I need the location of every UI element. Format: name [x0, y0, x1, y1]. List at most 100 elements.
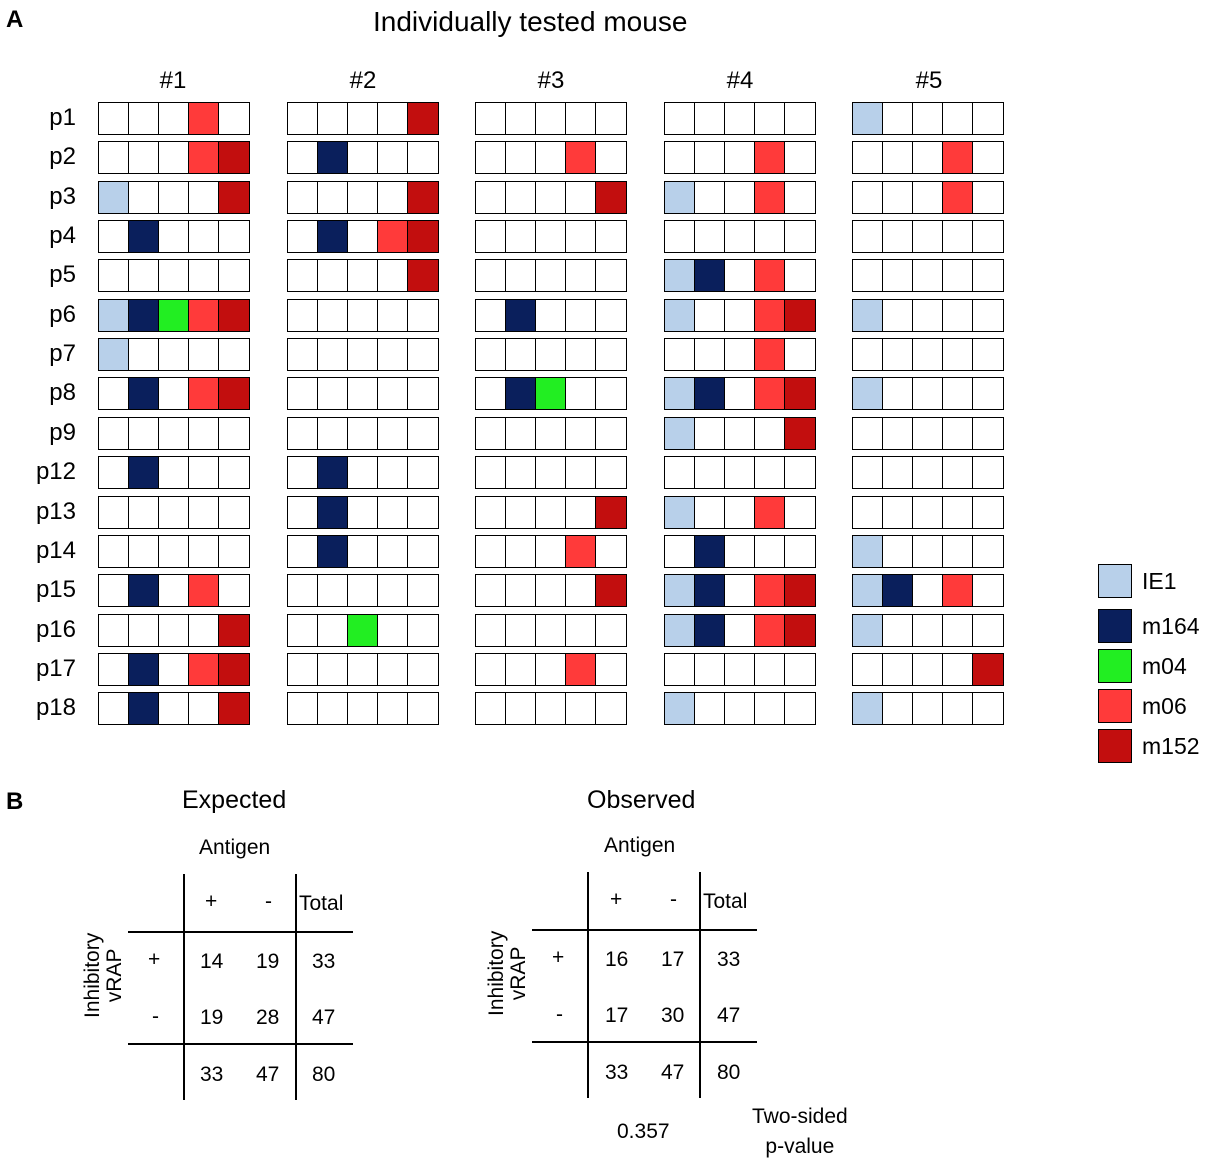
- grid-cell: [665, 535, 695, 567]
- grid-cell: [159, 221, 189, 253]
- grid-row-mouse4-p1: [664, 102, 816, 135]
- grid-cell: [943, 496, 973, 528]
- observed-cell: 17: [661, 948, 685, 971]
- grid-cell: [219, 378, 249, 410]
- grid-cell: [318, 535, 348, 567]
- grid-cell: [665, 693, 695, 725]
- grid-cell: [973, 417, 1003, 449]
- grid-cell: [665, 299, 695, 331]
- grid-cell: [408, 614, 438, 646]
- legend-label-m152: m152: [1142, 732, 1200, 759]
- grid-cell: [853, 535, 883, 567]
- grid-row-mouse2-p13: [287, 495, 439, 529]
- grid-row-mouse3-p14: [475, 534, 627, 568]
- legend-item-m06: m06: [1098, 689, 1187, 723]
- grid-row-mouse2-p5: [287, 259, 439, 293]
- grid-cell: [219, 260, 249, 292]
- grid-cell: [695, 457, 725, 489]
- grid-cell: [348, 103, 378, 134]
- grid-cell: [853, 653, 883, 685]
- grid-cell: [725, 221, 755, 253]
- grid-row-mouse1-p18: [98, 692, 250, 726]
- grid-cell: [785, 457, 815, 489]
- grid-cell: [348, 614, 378, 646]
- grid-cell: [596, 103, 626, 134]
- expected-cell: 47: [256, 1063, 280, 1086]
- panel-a-label: A: [6, 6, 24, 33]
- grid-cell: [99, 378, 129, 410]
- grid-cell: [348, 221, 378, 253]
- grid-cell: [348, 260, 378, 292]
- expected-cell: 28: [256, 1006, 280, 1029]
- grid-cell: [596, 260, 626, 292]
- grid-cell: [318, 614, 348, 646]
- grid-cell: [695, 614, 725, 646]
- observed-col-plus: +: [610, 888, 623, 911]
- grid-cell: [883, 457, 913, 489]
- grid-cell: [129, 535, 159, 567]
- grid-cell: [219, 299, 249, 331]
- grid-cell: [99, 535, 129, 567]
- grid-cell: [566, 457, 596, 489]
- grid-cell: [973, 221, 1003, 253]
- grid-cell: [378, 103, 408, 134]
- grid-cell: [506, 378, 536, 410]
- grid-cell: [219, 417, 249, 449]
- grid-cell: [665, 653, 695, 685]
- grid-cell: [973, 614, 1003, 646]
- grid-cell: [189, 496, 219, 528]
- grid-cell: [408, 417, 438, 449]
- peptide-label-p15: p15: [35, 576, 76, 604]
- grid-cell: [189, 614, 219, 646]
- grid-cell: [219, 614, 249, 646]
- grid-cell: [129, 417, 159, 449]
- observed-col-total: Total: [703, 890, 748, 913]
- grid-cell: [99, 221, 129, 253]
- grid-cell: [665, 181, 695, 213]
- grid-cell: [129, 575, 159, 607]
- grid-cell: [883, 614, 913, 646]
- legend-label-ie1: IE1: [1142, 567, 1177, 594]
- p-value-label: Two-sided p-value: [752, 1102, 848, 1162]
- grid-cell: [506, 339, 536, 371]
- grid-cell: [378, 457, 408, 489]
- expected-cell: 47: [312, 1006, 336, 1029]
- grid-row-mouse5-p9: [852, 416, 1004, 450]
- grid-row-mouse4-p6: [664, 298, 816, 332]
- legend-swatch-ie1: [1098, 564, 1132, 598]
- grid-cell: [596, 457, 626, 489]
- grid-row-mouse4-p16: [664, 613, 816, 647]
- peptide-label-p16: p16: [35, 615, 76, 643]
- observed-hline-1: [532, 929, 757, 931]
- grid-cell: [99, 417, 129, 449]
- grid-cell: [566, 142, 596, 174]
- grid-cell: [506, 693, 536, 725]
- grid-cell: [913, 535, 943, 567]
- grid-cell: [973, 299, 1003, 331]
- grid-cell: [665, 339, 695, 371]
- grid-cell: [288, 496, 318, 528]
- grid-cell: [129, 457, 159, 489]
- grid-cell: [288, 653, 318, 685]
- grid-row-mouse1-p9: [98, 416, 250, 450]
- grid-cell: [973, 339, 1003, 371]
- grid-cell: [159, 614, 189, 646]
- grid-row-mouse1-p8: [98, 377, 250, 411]
- grid-row-mouse1-p7: [98, 338, 250, 372]
- grid-row-mouse2-p16: [287, 613, 439, 647]
- grid-cell: [476, 378, 506, 410]
- grid-cell: [219, 575, 249, 607]
- grid-cell: [785, 496, 815, 528]
- grid-cell: [755, 339, 785, 371]
- grid-cell: [506, 575, 536, 607]
- grid-cell: [378, 142, 408, 174]
- grid-cell: [99, 693, 129, 725]
- grid-cell: [913, 653, 943, 685]
- peptide-label-p14: p14: [35, 536, 76, 564]
- expected-cell: 33: [312, 950, 336, 973]
- grid-cell: [913, 575, 943, 607]
- grid-cell: [476, 653, 506, 685]
- grid-cell: [408, 181, 438, 213]
- observed-cell: 47: [717, 1004, 741, 1027]
- grid-cell: [785, 614, 815, 646]
